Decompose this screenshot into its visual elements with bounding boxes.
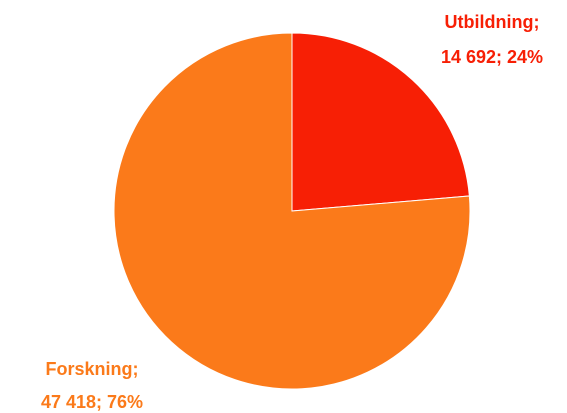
slice-label-forskning-value: 47 418; 76% <box>41 392 143 412</box>
slice-label-forskning-name: Forskning; <box>46 359 139 379</box>
pie-slice-forskning <box>113 32 471 390</box>
slice-label-utbildning-value: 14 692; 24% <box>441 47 543 67</box>
slice-label-utbildning-name: Utbildning; <box>445 12 540 32</box>
pie-slice-utbildning <box>291 32 470 212</box>
pie-slices <box>113 32 471 390</box>
